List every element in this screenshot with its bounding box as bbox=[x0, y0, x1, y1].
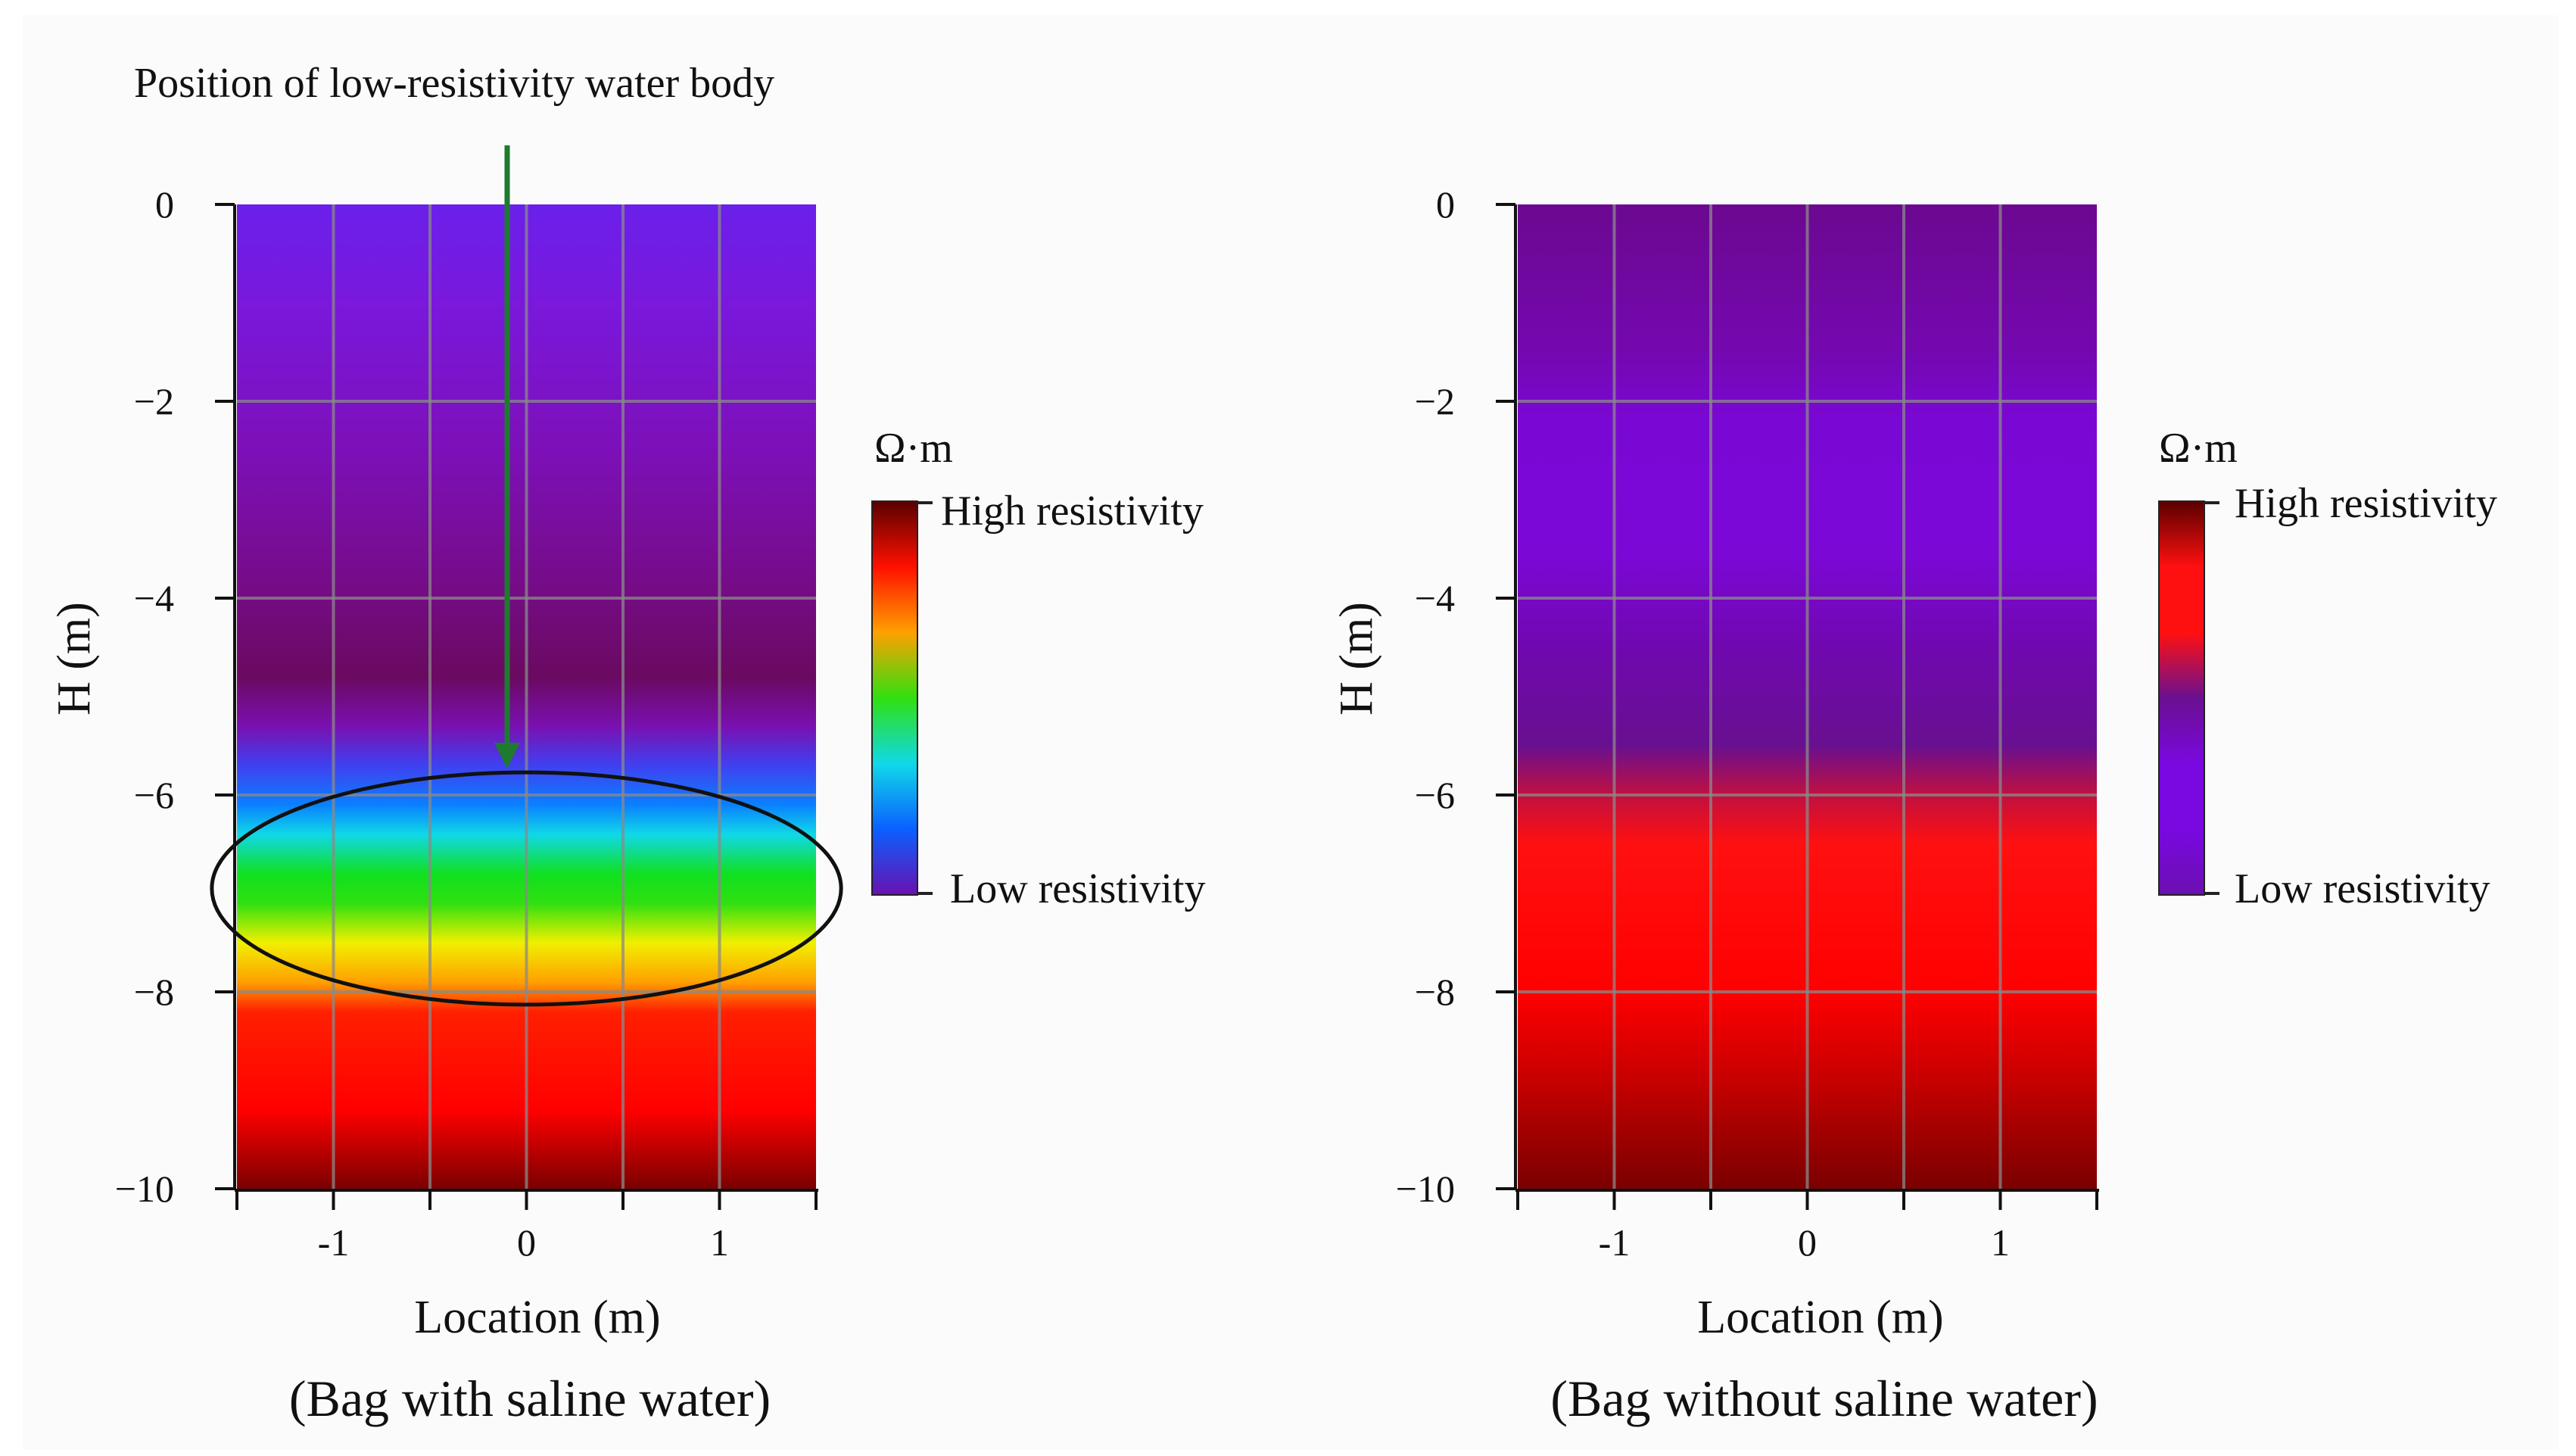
y-tick-label: −10 bbox=[115, 1168, 174, 1210]
panel-saline: 0 −2 −4 −6 −8 −10 -1 0 1 H (m) Location (m) (Bag… bbox=[48, 145, 1206, 1427]
panel-caption: (Bag with saline water) bbox=[289, 1370, 771, 1427]
colorbar-unit: Ω·m bbox=[2159, 425, 2238, 472]
y-tick-label: −10 bbox=[1396, 1168, 1455, 1210]
x-axis-label: Location (m) bbox=[414, 1292, 660, 1343]
colorbar-low-label: Low resistivity bbox=[950, 865, 1206, 912]
y-tick-label: −6 bbox=[134, 774, 174, 816]
grid-lines bbox=[237, 204, 816, 1189]
y-tick-label: 0 bbox=[1436, 183, 1455, 226]
colorbar-high-label: High resistivity bbox=[2235, 480, 2497, 527]
grid-lines bbox=[1518, 204, 2097, 1189]
y-tick-label: −8 bbox=[1415, 971, 1455, 1013]
y-tick-label: −6 bbox=[1415, 774, 1455, 816]
annotation-text: Position of low-resistivity water body bbox=[134, 60, 774, 107]
y-tick-label: −8 bbox=[134, 971, 174, 1013]
x-tick-label: -1 bbox=[1599, 1221, 1631, 1264]
axes: 0 −2 −4 −6 −8 −10 -1 0 1 bbox=[1396, 183, 2099, 1264]
colorbar: Ω·m High resistivity Low resistivity bbox=[2158, 425, 2497, 912]
colorbar-low-label: Low resistivity bbox=[2235, 865, 2490, 912]
x-tick-label: 1 bbox=[1991, 1221, 2010, 1264]
panel-caption: (Bag without saline water) bbox=[1550, 1370, 2098, 1427]
colorbar: Ω·m High resistivity Low resistivity bbox=[871, 425, 1206, 912]
y-tick-label: 0 bbox=[155, 183, 174, 226]
colorbar-gradient bbox=[2158, 500, 2205, 896]
x-tick-label: -1 bbox=[318, 1221, 350, 1264]
colorbar-gradient bbox=[871, 500, 918, 896]
highlight-ellipse bbox=[210, 770, 843, 1007]
x-axis-label: Location (m) bbox=[1697, 1292, 1943, 1343]
axes: 0 −2 −4 −6 −8 −10 -1 0 1 bbox=[115, 183, 818, 1264]
y-axis-label: H (m) bbox=[48, 602, 100, 716]
panel-no-saline: 0 −2 −4 −6 −8 −10 -1 0 1 H (m) Location (m) (Bag… bbox=[1331, 183, 2497, 1427]
y-axis-label: H (m) bbox=[1331, 602, 1382, 716]
x-tick-label: 0 bbox=[1798, 1221, 1817, 1264]
x-tick-label: 0 bbox=[517, 1221, 536, 1264]
colorbar-high-label: High resistivity bbox=[941, 488, 1204, 535]
x-tick-label: 1 bbox=[710, 1221, 729, 1264]
colorbar-unit: Ω·m bbox=[874, 425, 953, 472]
arrow-head bbox=[494, 743, 520, 769]
y-tick-label: −4 bbox=[134, 577, 174, 619]
y-tick-label: −4 bbox=[1415, 577, 1455, 619]
y-tick-label: −2 bbox=[1415, 380, 1455, 422]
y-tick-label: −2 bbox=[134, 380, 174, 422]
